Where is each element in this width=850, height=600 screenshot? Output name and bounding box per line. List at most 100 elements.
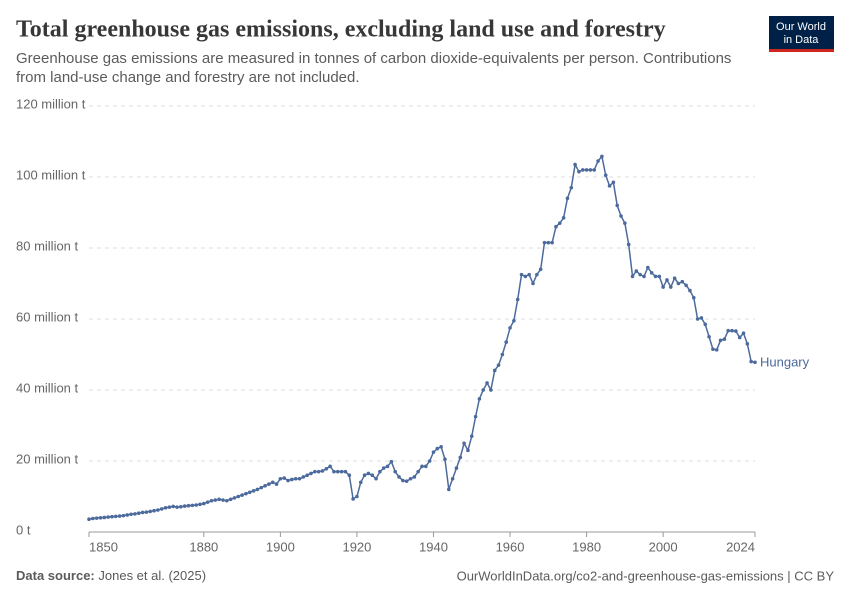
data-point bbox=[94, 516, 99, 520]
data-point bbox=[358, 480, 363, 485]
data-point bbox=[458, 455, 463, 460]
data-point bbox=[381, 466, 386, 470]
data-point bbox=[179, 504, 183, 509]
data-point bbox=[385, 464, 390, 469]
data-point bbox=[309, 471, 313, 476]
data-point bbox=[316, 469, 321, 474]
data-point bbox=[535, 272, 539, 277]
data-point bbox=[653, 274, 658, 279]
data-point bbox=[531, 281, 535, 286]
data-point bbox=[439, 445, 443, 449]
y-tick-label: 100 million t bbox=[16, 167, 86, 182]
data-point bbox=[680, 279, 685, 284]
data-point bbox=[730, 328, 734, 333]
data-point bbox=[144, 510, 149, 514]
data-point bbox=[224, 498, 229, 503]
data-point bbox=[152, 508, 156, 513]
data-point bbox=[508, 326, 512, 330]
data-point bbox=[335, 469, 340, 474]
data-point bbox=[347, 473, 352, 478]
data-point bbox=[129, 512, 133, 517]
data-point bbox=[542, 240, 547, 245]
data-point bbox=[339, 469, 344, 474]
data-point bbox=[703, 322, 708, 327]
data-point bbox=[286, 478, 290, 483]
data-point bbox=[343, 469, 348, 474]
data-point bbox=[213, 498, 218, 502]
data-point bbox=[320, 469, 325, 473]
data-point bbox=[435, 446, 440, 451]
data-point bbox=[619, 214, 623, 218]
data-point bbox=[573, 162, 577, 167]
data-point bbox=[190, 503, 195, 508]
data-point bbox=[596, 159, 600, 163]
data-point bbox=[148, 509, 153, 514]
logo-text: in Data bbox=[784, 34, 820, 46]
data-point bbox=[133, 512, 137, 516]
series-label: Hungary bbox=[760, 355, 810, 370]
data-point bbox=[515, 297, 520, 302]
logo bbox=[769, 16, 834, 52]
data-point bbox=[332, 469, 336, 474]
data-point bbox=[270, 480, 275, 485]
data-point bbox=[512, 318, 516, 323]
data-point bbox=[313, 469, 317, 474]
data-point bbox=[274, 482, 279, 486]
x-tick-label: 1980 bbox=[572, 539, 601, 554]
subtitle: Greenhouse gas emissions are measured in… bbox=[16, 50, 731, 67]
y-tick-label: 120 million t bbox=[16, 96, 86, 111]
data-point bbox=[401, 478, 405, 483]
data-point bbox=[370, 473, 375, 478]
data-point bbox=[240, 493, 244, 497]
data-point bbox=[221, 498, 225, 502]
data-point bbox=[366, 471, 371, 476]
data-point bbox=[745, 342, 750, 346]
data-point bbox=[98, 516, 103, 520]
data-point bbox=[251, 489, 256, 493]
y-tick-label: 80 million t bbox=[16, 238, 79, 253]
data-point bbox=[324, 467, 329, 471]
data-point bbox=[550, 240, 554, 245]
data-point bbox=[182, 504, 187, 508]
data-point bbox=[607, 184, 612, 188]
x-tick-label: 1960 bbox=[496, 539, 525, 554]
data-point bbox=[626, 242, 631, 247]
data-point bbox=[665, 278, 669, 282]
data-point bbox=[734, 329, 738, 333]
data-point bbox=[561, 216, 566, 220]
y-tick-label: 40 million t bbox=[16, 380, 79, 395]
data-point bbox=[707, 334, 711, 339]
data-point bbox=[416, 469, 420, 474]
data-point bbox=[718, 338, 723, 343]
data-point bbox=[159, 507, 164, 511]
data-point bbox=[504, 340, 509, 344]
data-point bbox=[699, 316, 704, 320]
source-text: Jones et al. (2025) bbox=[98, 568, 206, 583]
data-point bbox=[362, 473, 367, 478]
data-point bbox=[603, 173, 608, 178]
data-point bbox=[646, 265, 650, 270]
data-point bbox=[393, 469, 398, 474]
data-point bbox=[657, 274, 662, 279]
data-point bbox=[538, 267, 543, 272]
data-point bbox=[565, 196, 570, 201]
data-point bbox=[584, 168, 589, 172]
data-point bbox=[297, 476, 302, 481]
data-point bbox=[753, 360, 757, 365]
subtitle: from land-use change and forestry are no… bbox=[16, 69, 360, 86]
data-point bbox=[446, 487, 451, 492]
data-point bbox=[140, 510, 145, 515]
data-point bbox=[397, 475, 401, 479]
data-point bbox=[714, 348, 719, 352]
data-point bbox=[477, 397, 482, 401]
data-point bbox=[577, 169, 581, 174]
data-point bbox=[642, 274, 646, 279]
data-point bbox=[592, 168, 597, 172]
logo-stripe bbox=[769, 49, 834, 52]
data-point bbox=[328, 464, 332, 469]
data-point bbox=[186, 503, 191, 508]
data-point bbox=[661, 285, 665, 289]
data-point bbox=[217, 497, 221, 502]
data-point bbox=[546, 240, 551, 245]
